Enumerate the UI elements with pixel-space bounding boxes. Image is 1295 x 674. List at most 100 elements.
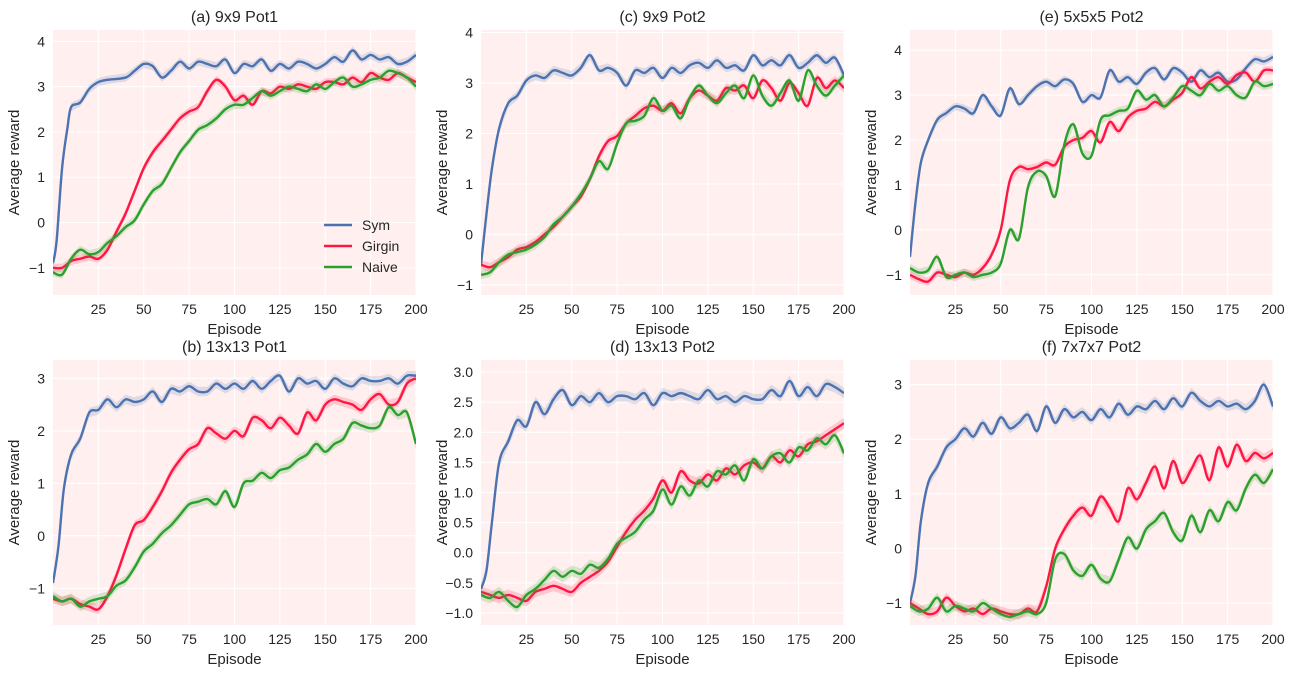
series-band-naive bbox=[53, 66, 416, 279]
chart-panel-1: 25 50 75 100 125 150 175 200 −1 0 1 2 3 4 (c) 9x9 Pot2… bbox=[434, 9, 856, 338]
x-tick-label: 150 bbox=[1171, 301, 1195, 317]
x-tick-label: 175 bbox=[359, 631, 383, 647]
x-tick-label: 25 bbox=[948, 301, 964, 317]
series-line-girgin bbox=[910, 68, 1273, 284]
series-line-sym bbox=[910, 55, 1273, 257]
x-tick-label: 150 bbox=[742, 301, 766, 317]
x-tick-label: 25 bbox=[519, 301, 535, 317]
x-tick-label: 75 bbox=[1038, 301, 1054, 317]
series-band-girgin bbox=[910, 439, 1273, 619]
x-tick-label: 175 bbox=[1216, 301, 1240, 317]
y-tick-label: 0 bbox=[465, 226, 473, 242]
x-tick-label: 125 bbox=[268, 301, 292, 317]
chart-title: (c) 9x9 Pot2 bbox=[619, 9, 705, 26]
series-line-naive bbox=[910, 468, 1273, 618]
x-tick-label: 50 bbox=[993, 301, 1009, 317]
legend-label-girgin: Girgin bbox=[362, 238, 399, 254]
y-tick-label: 2 bbox=[894, 431, 902, 447]
x-tick-label: 125 bbox=[1125, 301, 1149, 317]
x-tick-label: 100 bbox=[1080, 301, 1104, 317]
x-tick-label: 200 bbox=[832, 301, 856, 317]
y-tick-label: 3 bbox=[465, 75, 473, 91]
x-tick-label: 125 bbox=[268, 631, 292, 647]
series-line-naive bbox=[481, 68, 844, 276]
x-axis-label: Episode bbox=[207, 321, 261, 338]
x-tick-label: 25 bbox=[519, 631, 535, 647]
x-tick-label: 150 bbox=[314, 301, 338, 317]
y-tick-label: −1 bbox=[29, 580, 45, 596]
x-tick-label: 75 bbox=[609, 631, 625, 647]
y-axis-label: Average reward bbox=[863, 110, 880, 216]
y-tick-label: 3 bbox=[894, 87, 902, 103]
x-axis-label: Episode bbox=[1064, 651, 1118, 668]
x-tick-label: 200 bbox=[1261, 631, 1285, 647]
y-tick-label: −1.0 bbox=[445, 605, 473, 621]
x-tick-label: 150 bbox=[314, 631, 338, 647]
series-line-naive bbox=[53, 69, 416, 277]
chart-title: (a) 9x9 Pot1 bbox=[191, 9, 278, 26]
x-tick-label: 175 bbox=[787, 631, 811, 647]
y-tick-label: 1 bbox=[37, 475, 45, 491]
chart-title: (b) 13x13 Pot1 bbox=[182, 339, 287, 356]
x-tick-label: 75 bbox=[609, 301, 625, 317]
y-tick-label: 4 bbox=[37, 33, 45, 49]
x-tick-label: 75 bbox=[1038, 631, 1054, 647]
y-tick-label: 2 bbox=[37, 423, 45, 439]
x-tick-label: 175 bbox=[787, 301, 811, 317]
x-tick-label: 150 bbox=[742, 631, 766, 647]
x-tick-label: 50 bbox=[564, 301, 580, 317]
y-tick-label: 1.0 bbox=[454, 485, 474, 501]
x-tick-label: 25 bbox=[91, 631, 107, 647]
series-line-sym bbox=[481, 379, 844, 590]
x-axis-label: Episode bbox=[635, 321, 689, 338]
y-tick-label: 2.0 bbox=[454, 424, 474, 440]
x-tick-label: 50 bbox=[136, 631, 152, 647]
y-tick-label: 0.5 bbox=[454, 515, 474, 531]
series-line-sym bbox=[53, 373, 416, 584]
y-tick-label: 1 bbox=[37, 169, 45, 185]
legend-label-naive: Naive bbox=[362, 259, 398, 275]
y-tick-label: 3 bbox=[37, 370, 45, 386]
series-band-naive bbox=[910, 77, 1273, 282]
chart-title: (d) 13x13 Pot2 bbox=[610, 339, 715, 356]
y-tick-label: −1 bbox=[457, 277, 473, 293]
x-tick-label: 150 bbox=[1171, 631, 1195, 647]
x-tick-label: 75 bbox=[181, 301, 197, 317]
x-tick-label: 25 bbox=[91, 301, 107, 317]
chart-title: (f) 7x7x7 Pot2 bbox=[1042, 339, 1142, 356]
chart-panel-5: 25 50 75 100 125 150 175 200 −1 0 1 2 3 (f) 7x7x7 Pot… bbox=[863, 339, 1285, 668]
x-tick-label: 50 bbox=[136, 301, 152, 317]
y-tick-label: −1 bbox=[29, 260, 45, 276]
x-tick-label: 200 bbox=[832, 631, 856, 647]
series-line-naive bbox=[910, 80, 1273, 280]
y-axis-label: Average reward bbox=[863, 440, 880, 546]
y-axis-label: Average reward bbox=[434, 440, 451, 546]
y-axis-label: Average reward bbox=[434, 110, 451, 216]
x-tick-label: 200 bbox=[1261, 301, 1285, 317]
legend-label-sym: Sym bbox=[362, 217, 390, 233]
series-line-naive bbox=[53, 405, 416, 608]
y-axis-label: Average reward bbox=[6, 110, 23, 216]
chart-panel-2: 25 50 75 100 125 150 175 200 −1 0 1 2 3 4 (e) 5x5x5 Po… bbox=[863, 9, 1285, 338]
y-tick-label: 0 bbox=[894, 541, 902, 557]
y-tick-label: 1 bbox=[465, 176, 473, 192]
x-tick-label: 125 bbox=[696, 631, 720, 647]
x-tick-label: 200 bbox=[404, 631, 428, 647]
y-tick-label: 1 bbox=[894, 486, 902, 502]
y-tick-label: 0 bbox=[894, 222, 902, 238]
y-tick-label: −1 bbox=[886, 595, 902, 611]
y-tick-label: 3 bbox=[894, 377, 902, 393]
series-band-naive bbox=[481, 429, 844, 613]
y-tick-label: −0.5 bbox=[445, 575, 473, 591]
chart-panel-3: 25 50 75 100 125 150 175 200 −1 0 1 2 3 (b) 13x13 Pot… bbox=[6, 339, 428, 668]
x-tick-label: 175 bbox=[1216, 631, 1240, 647]
x-tick-label: 50 bbox=[993, 631, 1009, 647]
y-tick-label: 3 bbox=[37, 79, 45, 95]
legend: Sym Girgin Naive bbox=[324, 217, 399, 275]
x-axis-label: Episode bbox=[207, 651, 261, 668]
y-tick-label: 4 bbox=[465, 25, 473, 41]
series-band-girgin bbox=[481, 417, 844, 607]
chart-panel-4: 25 50 75 100 125 150 175 200 −1.0 −0.5 0.0 0.5 1.0 1.… bbox=[434, 339, 856, 668]
series-line-girgin bbox=[481, 422, 844, 603]
